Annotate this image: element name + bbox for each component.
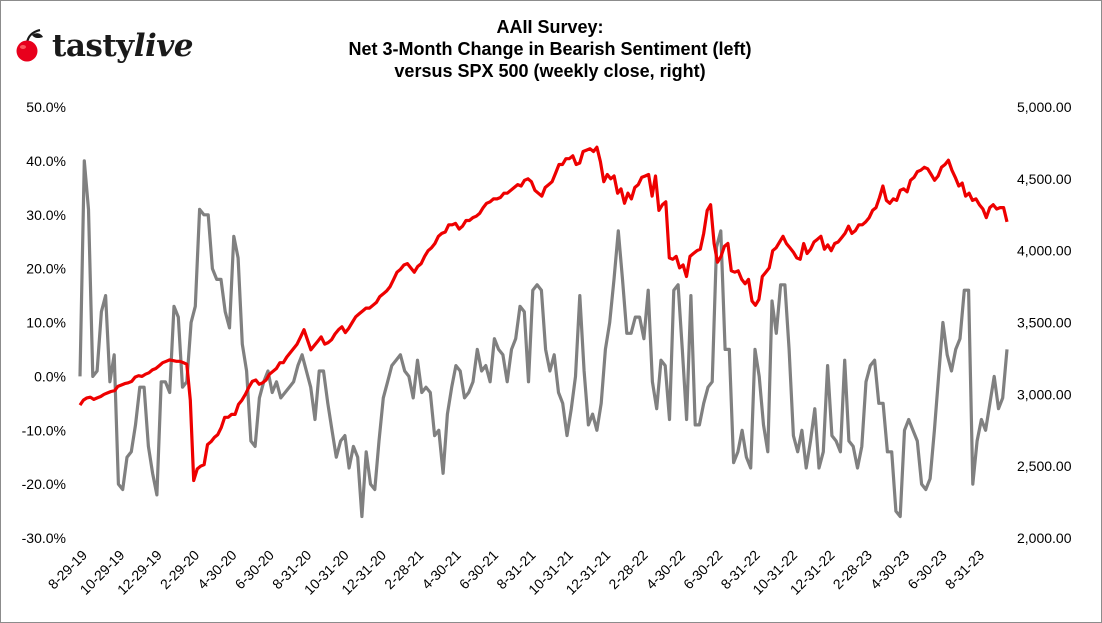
x-tick-label: 6-30-20 xyxy=(232,547,278,593)
x-tick-label: 8-31-23 xyxy=(942,547,988,593)
y-left-tick-label: 0.0% xyxy=(34,368,66,384)
logo-wordmark: tastylive xyxy=(52,28,194,64)
tastylive-logo: tastylive xyxy=(14,28,194,64)
x-axis: 8-29-1910-29-1912-29-192-29-204-30-206-3… xyxy=(45,547,988,598)
title-line-2: Net 3-Month Change in Bearish Sentiment … xyxy=(348,39,752,59)
x-tick-label: 2-28-23 xyxy=(830,547,876,593)
x-tick-label: 6-30-21 xyxy=(456,547,502,593)
x-tick-label: 2-28-22 xyxy=(605,547,651,593)
y-right-tick-label: 4,500.00 xyxy=(1017,171,1072,187)
spx-line xyxy=(78,145,1009,483)
x-tick-label: 4-30-23 xyxy=(867,547,913,593)
y-left-tick-label: 10.0% xyxy=(26,315,66,331)
title-line-3: versus SPX 500 (weekly close, right) xyxy=(394,61,706,81)
bearish-sentiment-line xyxy=(78,159,1009,519)
y-left-tick-label: 40.0% xyxy=(26,153,66,169)
y-right-tick-label: 5,000.00 xyxy=(1017,99,1072,115)
y-right-tick-label: 2,000.00 xyxy=(1017,530,1072,546)
y-left-tick-label: -30.0% xyxy=(22,530,66,546)
y-right-tick-label: 2,500.00 xyxy=(1017,458,1072,474)
x-tick-label: 4-30-21 xyxy=(418,547,464,593)
logo-brand-b: live xyxy=(133,28,194,64)
y-right-tick-label: 3,000.00 xyxy=(1017,386,1072,402)
y-left-tick-label: 20.0% xyxy=(26,261,66,277)
x-tick-label: 6-30-22 xyxy=(680,547,726,593)
x-tick-label: 6-30-23 xyxy=(904,547,950,593)
x-tick-label: 4-30-20 xyxy=(194,547,240,593)
series-layer xyxy=(78,145,1009,519)
y-left-tick-label: -10.0% xyxy=(22,422,66,438)
x-tick-label: 4-30-22 xyxy=(643,547,689,593)
y-left-tick-label: -20.0% xyxy=(22,476,66,492)
logo-brand-a: tasty xyxy=(52,28,134,64)
cherry-icon xyxy=(16,29,43,62)
title-line-1: AAII Survey: xyxy=(496,17,604,37)
chart-title: AAII Survey: Net 3-Month Change in Beari… xyxy=(250,16,850,82)
x-tick-label: 2-28-21 xyxy=(381,547,427,593)
y-left-tick-label: 50.0% xyxy=(26,99,66,115)
x-tick-label: 2-29-20 xyxy=(157,547,203,593)
y-right-tick-label: 4,000.00 xyxy=(1017,243,1072,259)
y-right-tick-label: 3,500.00 xyxy=(1017,315,1072,331)
y-axis-right: 5,000.00 4,500.00 4,000.00 3,500.00 3,000.00… xyxy=(1017,99,1072,546)
y-axis-left: 50.0% 40.0% 30.0% 20.0% 10.0% 0.0% -10.0% -20.0… xyxy=(22,99,66,546)
y-left-tick-label: 30.0% xyxy=(26,207,66,223)
